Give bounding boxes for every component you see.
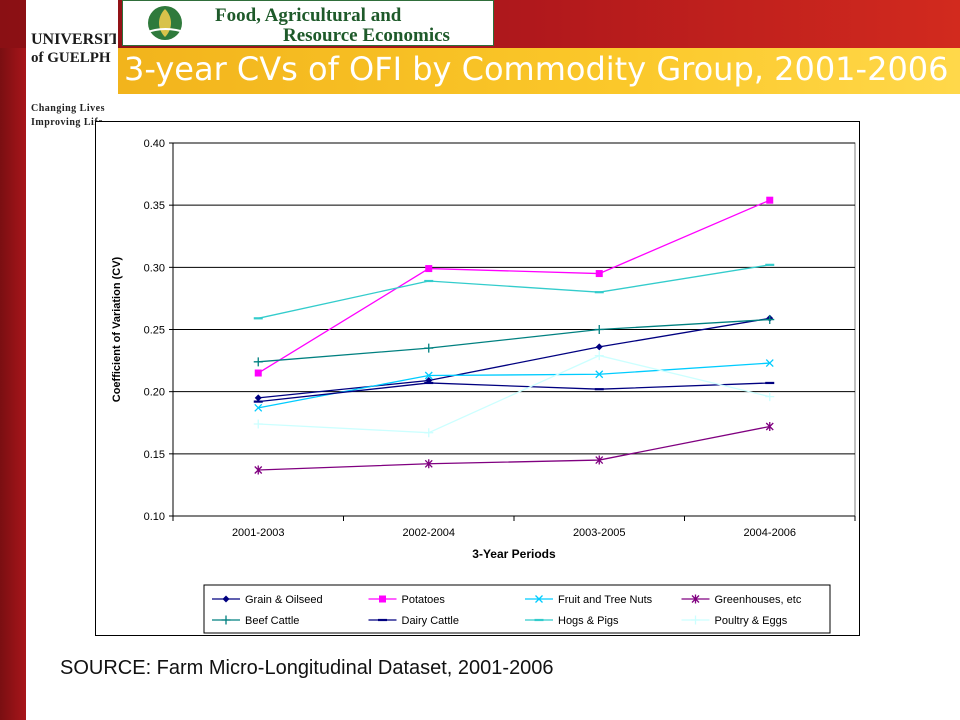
left-brand-bar bbox=[0, 0, 26, 720]
legend-marker bbox=[691, 615, 700, 625]
department-name-line1: Food, Agricultural and bbox=[215, 5, 402, 26]
legend-label: Potatoes bbox=[402, 594, 446, 606]
title-band bbox=[118, 48, 960, 94]
tagline-line2: Improving Life bbox=[31, 117, 104, 128]
data-point bbox=[424, 371, 433, 380]
legend-item: Greenhouses, etc bbox=[681, 594, 802, 606]
legend-label: Beef Cattle bbox=[245, 615, 299, 627]
series-line bbox=[257, 199, 771, 374]
legend-marker bbox=[221, 615, 231, 625]
data-point bbox=[765, 315, 775, 325]
legend-label: Poultry & Eggs bbox=[715, 615, 788, 627]
series-line bbox=[258, 317, 770, 399]
x-axis-title: 3-Year Periods bbox=[472, 547, 556, 561]
data-point bbox=[765, 359, 774, 368]
x-tick-label: 2003-2005 bbox=[573, 527, 626, 539]
university-logo-panel bbox=[26, 0, 118, 140]
data-point bbox=[765, 392, 775, 402]
data-point bbox=[595, 455, 604, 465]
data-point bbox=[595, 343, 603, 351]
legend-item: Fruit and Tree Nuts bbox=[525, 594, 653, 606]
legend-item: Grain & Oilseed bbox=[212, 594, 323, 606]
x-tick-label: 2002-2004 bbox=[402, 527, 455, 539]
cv-line-chart: 0.10 0.15 0.20 0.25 0.30 0.35 0.40 2001-2003 200… bbox=[111, 138, 856, 634]
series-7 bbox=[253, 351, 775, 438]
y-tick-label: 0.25 bbox=[144, 325, 165, 337]
series-6 bbox=[253, 263, 775, 320]
y-tick-label: 0.20 bbox=[144, 387, 165, 399]
data-point bbox=[595, 270, 603, 278]
legend-label: Hogs & Pigs bbox=[558, 615, 619, 627]
data-point bbox=[595, 370, 604, 379]
data-point bbox=[253, 419, 263, 429]
data-point bbox=[254, 403, 263, 412]
data-point bbox=[594, 351, 604, 361]
university-logo: UNIVERSITY of GUELPH bbox=[31, 31, 116, 66]
legend: Grain & Oilseed Potatoes Fruit and Tree Nu… bbox=[203, 584, 831, 634]
y-tick-label: 0.10 bbox=[144, 511, 165, 523]
legend-marker bbox=[379, 595, 386, 603]
source-note: SOURCE: Farm Micro-Longitudinal Dataset,… bbox=[60, 657, 554, 679]
legend-marker bbox=[222, 595, 230, 603]
series-line bbox=[258, 264, 770, 319]
series-line bbox=[258, 425, 770, 471]
series-3 bbox=[254, 421, 774, 475]
data-point bbox=[254, 465, 263, 475]
tagline-line1: Changing Lives bbox=[31, 103, 105, 114]
y-tick-label: 0.40 bbox=[144, 138, 165, 150]
legend-item: Poultry & Eggs bbox=[681, 615, 788, 627]
data-point bbox=[254, 394, 262, 402]
data-point bbox=[765, 421, 774, 431]
legend-label: Greenhouses, etc bbox=[715, 594, 802, 606]
legend-item: Potatoes bbox=[368, 594, 446, 606]
legend-label: Grain & Oilseed bbox=[245, 594, 323, 606]
legend-marker bbox=[691, 594, 700, 604]
data-point bbox=[594, 325, 604, 334]
y-tick-label: 0.35 bbox=[144, 200, 165, 212]
legend-item: Dairy Cattle bbox=[368, 615, 459, 627]
university-name-line1: UNIVERSITY bbox=[31, 31, 116, 48]
university-name-line2: of GUELPH bbox=[31, 50, 111, 66]
data-point bbox=[424, 428, 434, 438]
series-line bbox=[258, 382, 770, 403]
data-point bbox=[424, 459, 433, 469]
legend-marker bbox=[535, 595, 543, 603]
data-point bbox=[253, 357, 263, 367]
department-name-line2: Resource Economics bbox=[283, 25, 450, 46]
series-4 bbox=[253, 315, 775, 367]
legend-item: Hogs & Pigs bbox=[525, 615, 619, 627]
series-line bbox=[258, 354, 770, 434]
series-1 bbox=[254, 196, 774, 377]
x-tick-label: 2001-2003 bbox=[232, 527, 285, 539]
data-point bbox=[766, 196, 774, 204]
data-point bbox=[425, 265, 433, 273]
leaf-emblem-icon bbox=[144, 6, 188, 40]
legend-box bbox=[203, 584, 831, 634]
department-logo: Food, Agricultural and Resource Economic… bbox=[122, 0, 494, 46]
y-tick-label: 0.15 bbox=[144, 449, 165, 461]
legend-label: Fruit and Tree Nuts bbox=[558, 594, 653, 606]
x-tick-label: 2004-2006 bbox=[743, 527, 796, 539]
series-line bbox=[258, 318, 770, 363]
legend-item: Beef Cattle bbox=[212, 615, 299, 627]
y-tick-label: 0.30 bbox=[144, 262, 165, 274]
data-point bbox=[424, 343, 434, 353]
y-axis-title: Coefficient of Variation (CV) bbox=[111, 256, 123, 402]
series-5 bbox=[253, 381, 775, 403]
data-point bbox=[254, 369, 262, 377]
legend-label: Dairy Cattle bbox=[402, 615, 459, 627]
slide-title: 3-year CVs of OFI by Commodity Group, 20… bbox=[124, 50, 949, 88]
